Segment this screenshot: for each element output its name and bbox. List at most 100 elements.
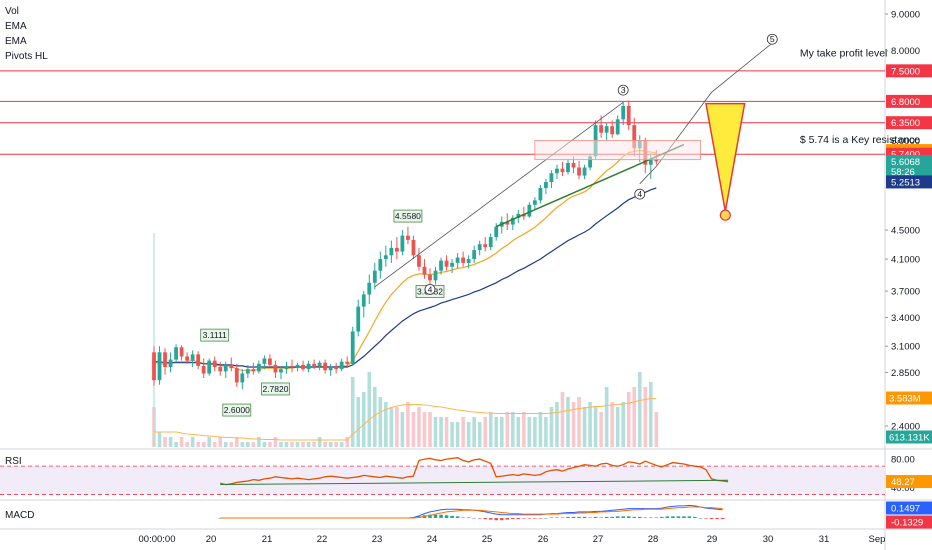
price-tick-label: 4.1000 [891, 255, 920, 266]
candle-body [328, 367, 333, 371]
wave-label: 4 [428, 284, 433, 294]
macd-histogram-bar [709, 518, 714, 520]
macd-histogram-bar [439, 514, 443, 518]
rsi-band [0, 466, 885, 495]
candle-body [654, 159, 659, 162]
wave-label-circle [424, 283, 436, 295]
macd-histogram-bar [632, 516, 637, 518]
candle-body [389, 247, 394, 256]
price-tick-label: 8.0000 [891, 46, 920, 57]
target-triangle [705, 102, 746, 212]
volume-bars [152, 233, 659, 447]
price-tick-label: 3.7000 [891, 287, 920, 298]
time-tick-label: 20 [206, 534, 217, 545]
macd-pane: 0.1497 -0.1329 [218, 501, 932, 529]
volume-bar [450, 422, 454, 447]
macd-histogram-bar [626, 516, 631, 518]
volume-bar [604, 387, 609, 447]
price-tag-label: 6.8000 [891, 97, 920, 108]
legend-ema-slow[interactable]: EMA [5, 36, 27, 47]
macd-histogram-bar [599, 517, 603, 518]
candle-body [262, 358, 267, 364]
macd-histogram-bar [566, 516, 570, 518]
legend-pivots[interactable]: Pivots HL [5, 51, 48, 62]
price-tag [886, 165, 932, 179]
macd-title[interactable]: MACD [5, 510, 34, 521]
macd-histogram-bar [527, 518, 532, 519]
volume-bar [367, 372, 372, 447]
price-tick-label: 6.0000 [891, 136, 920, 147]
candle-body [461, 257, 466, 263]
macd-histogram-bar [516, 518, 521, 520]
macd-histogram-bar [549, 517, 554, 518]
candle-body [234, 368, 239, 383]
price-tag [886, 116, 932, 130]
volume-bar [615, 407, 620, 447]
candle-body [455, 257, 460, 263]
price-tick-label: 9.0000 [891, 10, 920, 21]
rsi-title[interactable]: RSI [5, 456, 22, 467]
volume-bar [378, 397, 383, 447]
candle-body [251, 369, 256, 372]
candle-body [306, 363, 311, 370]
volume-bar [279, 442, 283, 447]
volume-bar [218, 437, 223, 447]
volume-bar [417, 407, 421, 447]
volume-bar [588, 402, 592, 447]
volume-bar [610, 402, 614, 447]
volume-bar [439, 417, 443, 447]
volume-bar [389, 407, 394, 447]
time-tick-label: Sep [869, 534, 886, 545]
candle-body [610, 126, 615, 135]
candle-body [648, 159, 653, 165]
candle-body [367, 282, 372, 295]
candle-body [406, 235, 410, 240]
candle-body [284, 365, 289, 370]
macd-histogram-bar [477, 518, 482, 519]
volume-bar [317, 437, 322, 447]
volume-bar [273, 437, 278, 447]
volume-bar [621, 402, 625, 447]
volume-bar [637, 372, 642, 447]
candle-body [245, 369, 250, 374]
volume-tag-label: 613.131K [889, 433, 930, 444]
volume-bar [328, 442, 333, 447]
candle-body [378, 259, 383, 271]
macd-histogram-bar [511, 518, 515, 520]
volume-bar [400, 412, 405, 447]
legend-ema-fast[interactable]: EMA [5, 21, 27, 32]
volume-bar [157, 432, 162, 447]
candle-body [179, 347, 184, 357]
price-tick-label: 2.4000 [891, 422, 920, 433]
macd-histogram-bar [488, 518, 493, 520]
volume-bar [649, 382, 653, 447]
wave-label: 4 [637, 189, 642, 199]
channel-upper-line [374, 101, 624, 288]
volume-bar [643, 387, 648, 447]
price-tag-label: 5.6068 [891, 157, 920, 168]
macd-histogram-bar [555, 517, 559, 518]
price-tag-label: 6.3500 [891, 118, 920, 129]
chart-drawings [374, 42, 773, 288]
price-tick-label: 2.8500 [891, 368, 920, 379]
volume-bar [179, 437, 184, 447]
candle-body [301, 364, 305, 370]
macd-histogram-bar [428, 514, 432, 518]
candle-body [544, 182, 548, 189]
pivot-label-box [222, 403, 252, 417]
time-tick-label: 27 [593, 534, 604, 545]
time-tick-label: 25 [482, 534, 493, 545]
candle-body [207, 360, 212, 374]
time-tick-label: 29 [707, 534, 718, 545]
volume-bar [174, 442, 178, 447]
volume-bar [538, 412, 543, 447]
pivot-label-box [261, 382, 290, 396]
volume-bar [505, 412, 510, 447]
candle-body [494, 226, 499, 238]
time-axis: 00:00:00 20 21 22 23 24 25 26 27 28 29 30 31 Sep [139, 534, 886, 545]
volume-bar [306, 442, 311, 447]
legend-vol[interactable]: Vol [5, 6, 19, 17]
macd-histogram-bar [693, 516, 697, 518]
